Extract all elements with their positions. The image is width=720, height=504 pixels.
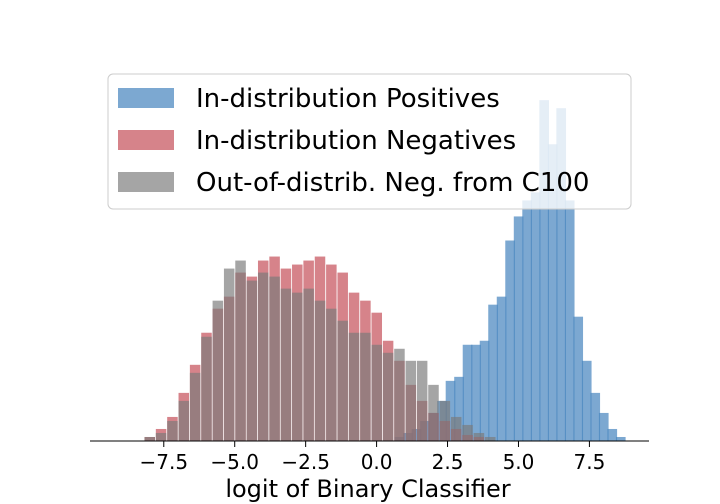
bar-series-2-bin-10: [246, 280, 258, 441]
bar-series-2-bin-31: [484, 436, 496, 441]
bar-series-2-bin-15: [303, 288, 314, 441]
bar-series-2-bin-19: [348, 332, 360, 441]
bar-series-0-bin-10: [479, 340, 490, 441]
x-tick-label: −7.5: [139, 450, 188, 474]
x-tick-label: 5.0: [503, 450, 535, 474]
legend-label-0: In-distribution Positives: [196, 84, 500, 114]
series-0: [394, 100, 626, 442]
bar-series-2-bin-16: [314, 300, 326, 441]
x-axis-ticks: −7.5 −5.0 −2.5 0.0 2.5 5.0 7.5: [139, 441, 605, 474]
bar-series-2-bin-30: [473, 432, 485, 441]
bar-series-0-bin-22: [581, 360, 592, 441]
bar-series-0-bin-20: [564, 200, 575, 441]
legend-frame: [107, 73, 632, 210]
bar-series-2-bin-13: [280, 288, 292, 441]
x-axis-label: logit of Binary Classifier: [225, 475, 510, 503]
x-tick-label: 2.5: [432, 450, 464, 474]
bar-series-2-bin-25: [416, 360, 428, 441]
bar-series-0-bin-8: [462, 344, 473, 441]
x-tick-label: 0.0: [361, 450, 393, 474]
bar-series-2-bin-8: [223, 268, 235, 441]
bar-series-2-bin-2: [155, 432, 167, 441]
bar-series-2-bin-7: [212, 300, 224, 441]
bar-series-2-bin-9: [235, 260, 246, 441]
bar-series-2-bin-28: [450, 416, 462, 441]
bar-series-0-bin-19: [556, 108, 567, 442]
bar-series-2-bin-20: [360, 332, 371, 441]
bar-series-2-bin-5: [189, 372, 201, 441]
bar-series-0-bin-12: [496, 296, 507, 441]
bar-series-2-bin-26: [428, 384, 439, 441]
bar-series-2-bin-11: [257, 272, 269, 441]
legend: In-distribution Positives In-distribution…: [107, 73, 632, 210]
bar-series-2-bin-23: [394, 348, 405, 441]
series-2: [144, 260, 496, 441]
legend-label-1: In-distribution Negatives: [196, 126, 516, 156]
bar-series-0-bin-25: [607, 428, 618, 441]
bar-series-0-bin-26: [615, 436, 626, 441]
bar-series-0-bin-21: [573, 316, 584, 441]
bar-series-2-bin-24: [405, 360, 417, 441]
bar-series-0-bin-17: [539, 100, 549, 442]
bar-series-2-bin-29: [462, 424, 473, 441]
x-tick-label: −5.0: [210, 450, 259, 474]
bar-series-0-bin-18: [547, 144, 558, 441]
bar-series-2-bin-6: [201, 336, 212, 441]
bar-series-2-bin-27: [439, 400, 451, 441]
x-tick-label: 7.5: [574, 450, 606, 474]
bar-series-0-bin-24: [598, 412, 609, 441]
bar-series-0-bin-7: [454, 376, 464, 441]
bar-series-2-bin-1: [144, 436, 155, 441]
bar-series-0-bin-9: [471, 344, 481, 441]
bar-series-2-bin-14: [292, 292, 303, 441]
bar-series-2-bin-18: [337, 320, 348, 441]
legend-label-2: Out-of-distrib. Neg. from C100: [196, 168, 589, 198]
bar-series-0-bin-2: [411, 428, 422, 441]
bar-series-0-bin-16: [530, 192, 541, 441]
legend-swatch-2: [118, 172, 174, 192]
bar-series-0-bin-11: [488, 304, 498, 441]
bar-series-2-bin-21: [371, 344, 383, 441]
histogram-bars: [144, 100, 626, 442]
bar-series-0-bin-23: [590, 392, 601, 441]
bar-series-2-bin-4: [178, 400, 190, 441]
bar-series-0-bin-13: [505, 240, 515, 441]
bar-series-0-bin-15: [522, 200, 532, 441]
x-tick-label: −2.5: [281, 450, 330, 474]
bar-series-2-bin-12: [269, 276, 280, 441]
bar-series-2-bin-3: [167, 420, 178, 441]
bar-series-2-bin-17: [326, 308, 337, 441]
legend-swatch-0: [118, 88, 174, 108]
bar-series-0-bin-6: [445, 380, 456, 441]
legend-swatch-1: [118, 130, 174, 150]
bar-series-2-bin-22: [382, 352, 394, 441]
bar-series-0-bin-14: [513, 216, 524, 441]
